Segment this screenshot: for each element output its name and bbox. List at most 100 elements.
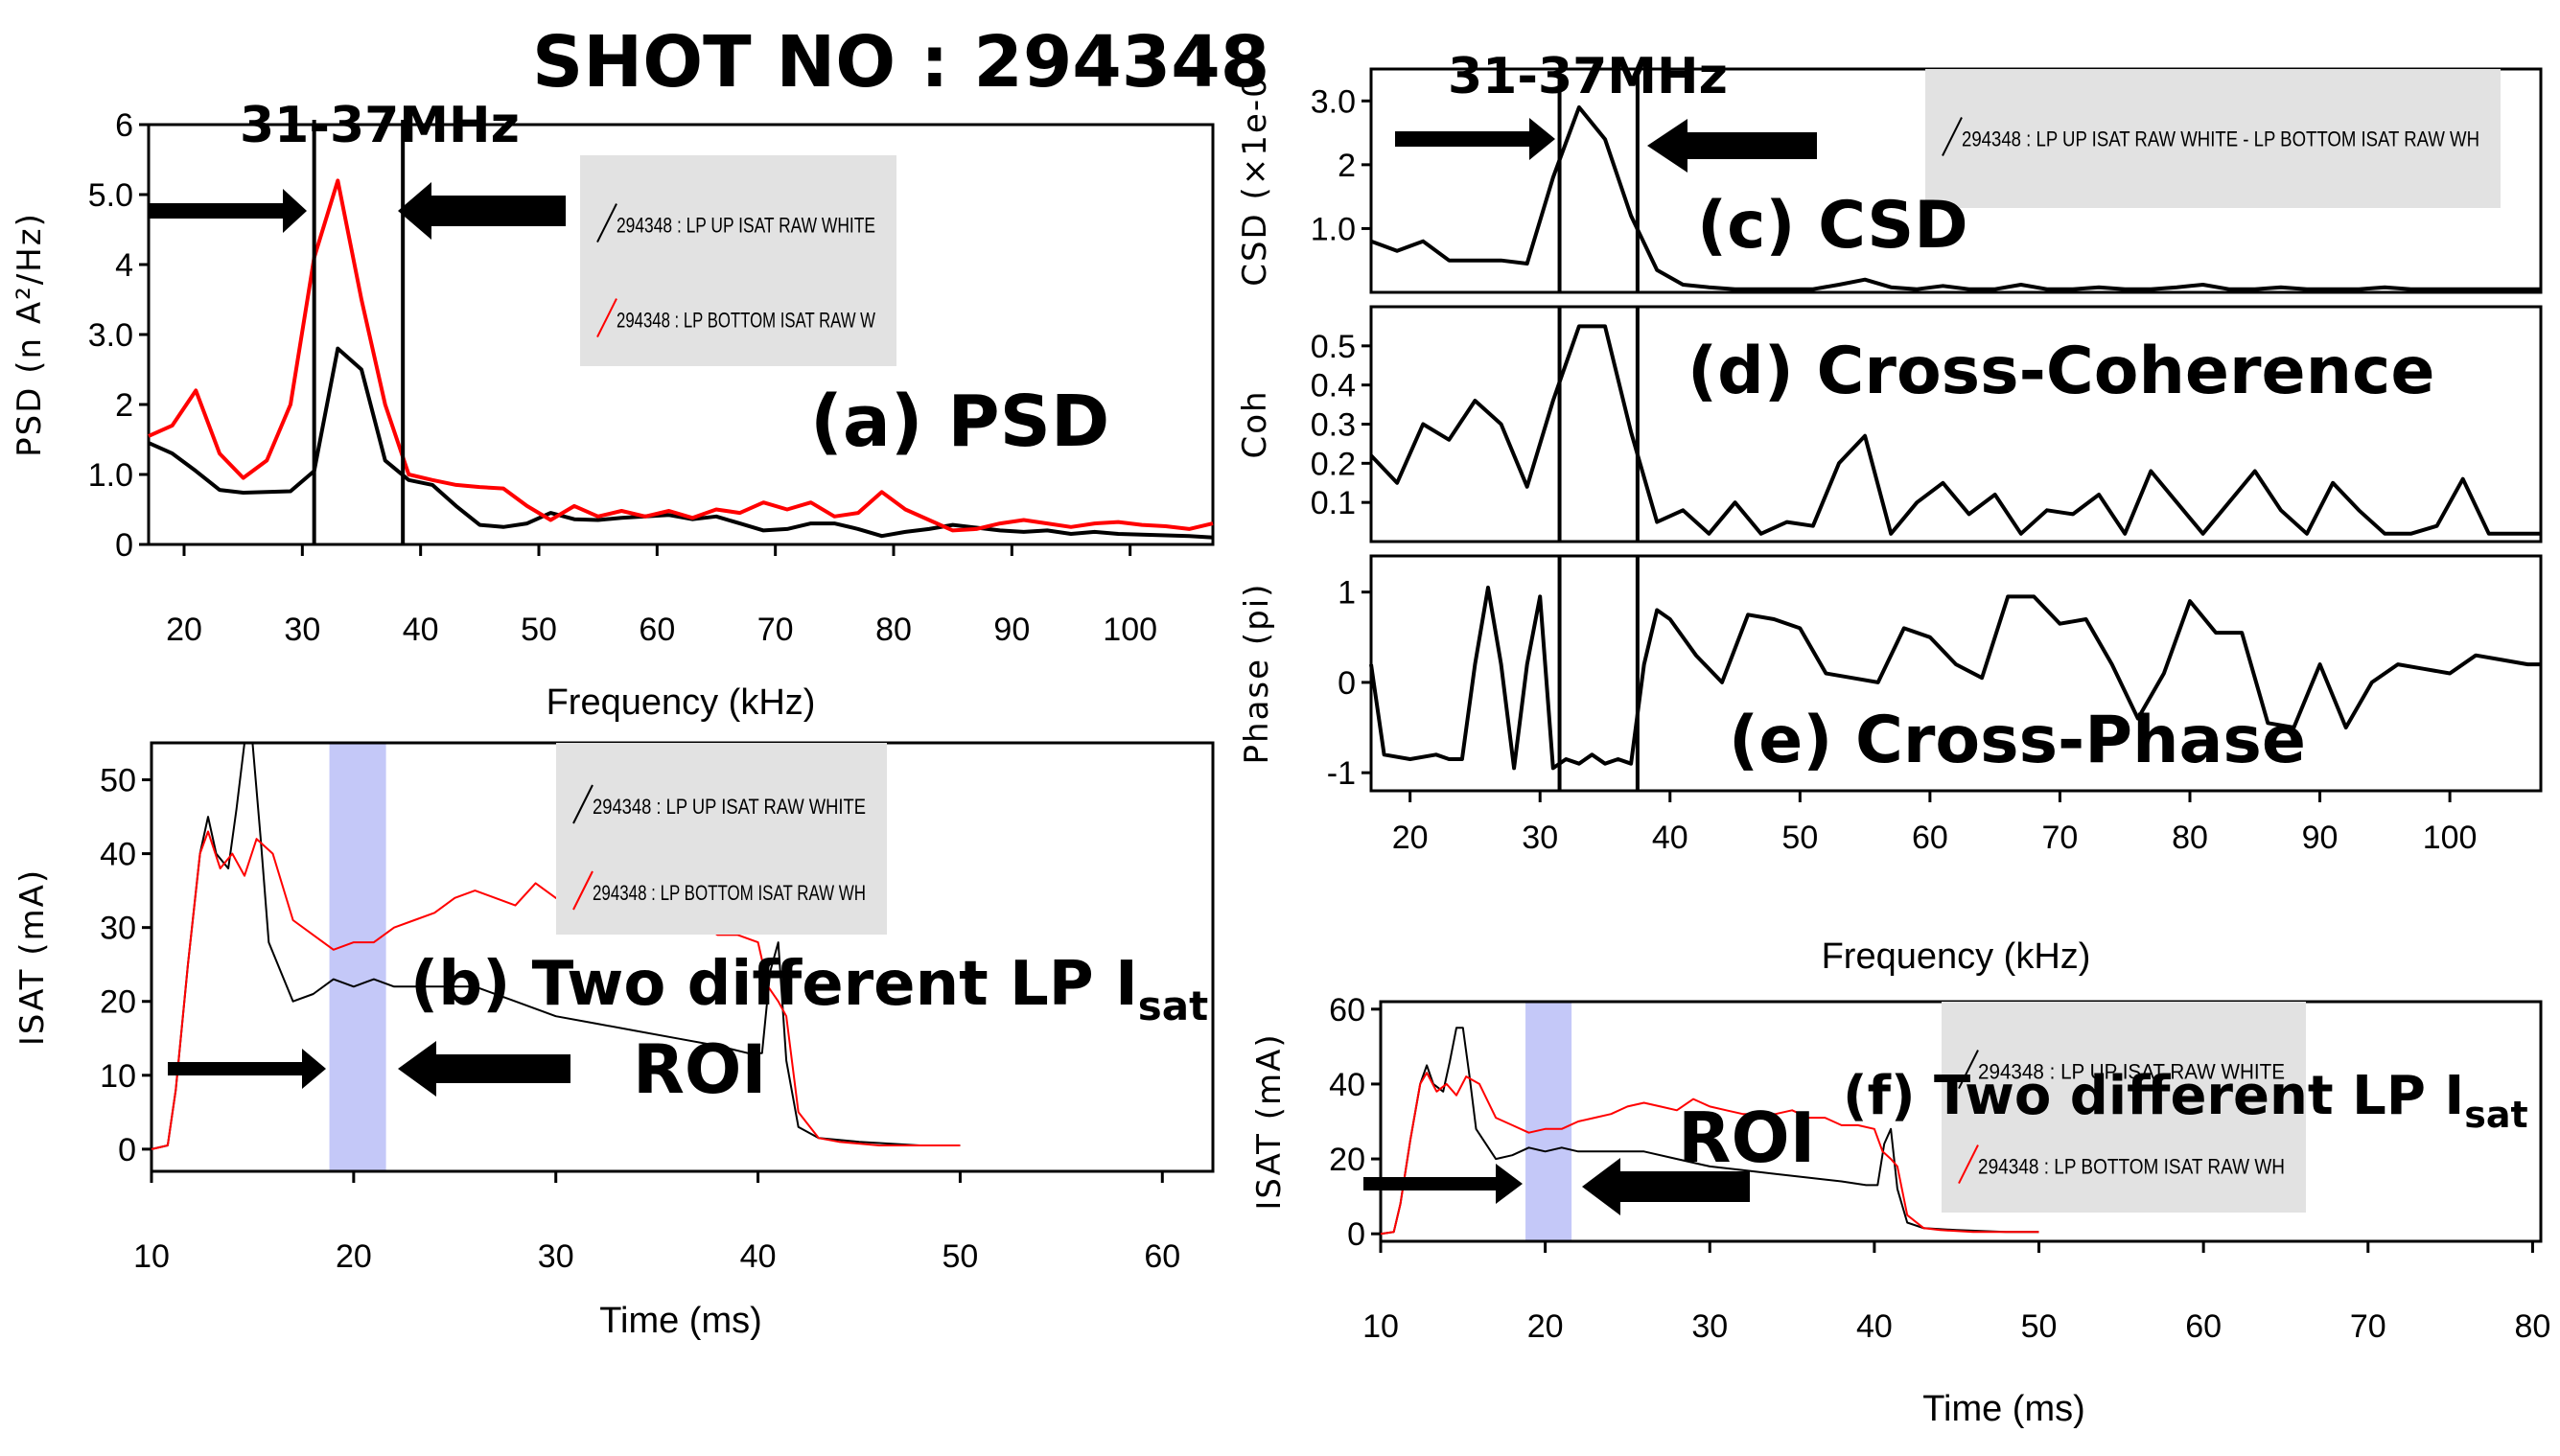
isat_left-legend-swatch xyxy=(572,784,593,824)
coherence-ytick-label: 0.5 xyxy=(1311,329,1356,365)
csd-ytick-label: 3.0 xyxy=(1311,83,1356,120)
band-label-psd: 31-37MHz xyxy=(240,97,520,154)
isat_left-xtick-label: 30 xyxy=(538,1238,574,1275)
arrow-csd-right xyxy=(1647,119,1817,173)
psd-xtick-label: 80 xyxy=(875,612,912,648)
psd-ytick-label: 1.0 xyxy=(88,457,133,494)
arrow-isat-left-left xyxy=(168,1049,326,1089)
panel-label-f: (f) Two different LP Isat xyxy=(1843,1065,2528,1136)
phase-xtick-label: 90 xyxy=(2302,820,2339,856)
arrow-isat-left-right xyxy=(398,1041,570,1097)
arrow-isat-right-left xyxy=(1363,1164,1523,1204)
isat_right-ytick-label: 60 xyxy=(1329,992,1365,1028)
csd-ytick-label: 2 xyxy=(1338,148,1356,184)
phase-xtick-label: 80 xyxy=(2172,820,2208,856)
coherence-ytick-label: 0.4 xyxy=(1311,368,1356,404)
isat_right-xtick-label: 70 xyxy=(2350,1308,2386,1345)
psd-xtick-label: 100 xyxy=(1103,612,1157,648)
coherence-ytick-label: 0.3 xyxy=(1311,407,1356,444)
isat_left-xtick-label: 10 xyxy=(133,1238,170,1275)
phase-xaxis-label: Frequency (kHz) xyxy=(1822,936,2091,977)
psd-legend-box xyxy=(580,155,896,366)
psd-ytick-label: 2 xyxy=(115,387,133,424)
psd-xaxis-label: Frequency (kHz) xyxy=(547,682,816,723)
panel-label-c: (c) CSD xyxy=(1697,188,1968,264)
isat_right-ytick-label: 0 xyxy=(1347,1216,1365,1253)
psd-xtick-label: 60 xyxy=(639,612,675,648)
csd-series-black-line xyxy=(1370,104,2541,291)
psd-ytick-label: 0 xyxy=(115,527,133,564)
psd-legend-entry: 294348 : LP BOTTOM ISAT RAW W xyxy=(617,309,875,333)
isat_left-ytick-label: 10 xyxy=(100,1058,136,1095)
coherence-yaxis-label: Coh xyxy=(1236,389,1274,458)
isat_left-legend-swatch xyxy=(572,870,593,911)
panel-label-b-sub: sat xyxy=(1138,982,1208,1029)
psd-ytick-label: 6 xyxy=(115,107,133,144)
phase-series-black-line xyxy=(1369,586,2541,771)
panel-label-b: (b) Two different LP Isat xyxy=(410,949,1208,1029)
arrow-isat-right-right xyxy=(1582,1158,1750,1215)
csd-legend-entry: 294348 : LP UP ISAT RAW WHITE - LP BOTTO… xyxy=(1962,127,2479,151)
psd-legend-swatch xyxy=(596,203,617,243)
csd-legend-box xyxy=(1925,69,2501,208)
isat_right-series-red-line xyxy=(1380,1072,2039,1236)
isat_left-ytick-label: 20 xyxy=(100,984,136,1021)
isat_right-xtick-label: 60 xyxy=(2185,1308,2222,1345)
phase-xtick-label: 40 xyxy=(1652,820,1688,856)
arrow-psd-right xyxy=(398,182,566,240)
isat_left-xtick-label: 50 xyxy=(943,1238,979,1275)
isat_right-xtick-label: 20 xyxy=(1527,1308,1564,1345)
phase-xtick-label: 30 xyxy=(1522,820,1558,856)
band-label-csd: 31-37MHz xyxy=(1448,48,1728,105)
isat_right-roi-band xyxy=(1525,1002,1572,1241)
isat_left-ytick-label: 40 xyxy=(100,837,136,873)
isat_left-xtick-label: 60 xyxy=(1144,1238,1180,1275)
isat_right-yaxis-label: ISAT (mA) xyxy=(1250,1032,1289,1210)
isat_left-ytick-label: 30 xyxy=(100,911,136,947)
psd-xtick-label: 30 xyxy=(284,612,320,648)
csd-legend-swatch xyxy=(1942,117,1963,156)
isat_left-legend-entry: 294348 : LP BOTTOM ISAT RAW WH xyxy=(593,881,866,905)
psd-xtick-label: 70 xyxy=(757,612,794,648)
arrow-csd-left xyxy=(1395,118,1555,160)
coherence-ytick-label: 0.1 xyxy=(1311,485,1356,521)
phase-xtick-label: 20 xyxy=(1392,820,1429,856)
isat_left-ytick-label: 0 xyxy=(118,1132,136,1168)
isat_left-legend-box xyxy=(556,743,887,935)
psd-xtick-label: 90 xyxy=(993,612,1030,648)
isat_right-ytick-label: 40 xyxy=(1329,1067,1365,1103)
isat_left-series-red-line xyxy=(151,830,961,1150)
isat_right-series-black-line xyxy=(1380,1027,2039,1236)
psd-legend-swatch xyxy=(596,298,617,338)
isat_right-legend-entry: 294348 : LP BOTTOM ISAT RAW WH xyxy=(1978,1155,2285,1179)
isat_left-series-black-line xyxy=(151,742,961,1150)
panel-label-d: (d) Cross-Coherence xyxy=(1687,334,2434,409)
arrow-psd-left xyxy=(149,189,307,233)
isat_right-xtick-label: 80 xyxy=(2515,1308,2551,1345)
psd-legend-entry: 294348 : LP UP ISAT RAW WHITE xyxy=(617,214,875,238)
phase-xtick-label: 100 xyxy=(2423,820,2478,856)
isat_left-roi-band xyxy=(329,743,386,1171)
coherence-series-black-line xyxy=(1369,324,2541,536)
isat_right-xaxis-label: Time (ms) xyxy=(1922,1389,2085,1429)
isat_right-xtick-label: 10 xyxy=(1362,1308,1399,1345)
isat_right-ytick-label: 20 xyxy=(1329,1142,1365,1178)
psd-series-red-line xyxy=(148,178,1214,533)
phase-xtick-label: 60 xyxy=(1912,820,1948,856)
isat_left-yaxis-label: ISAT (mA) xyxy=(13,868,52,1046)
psd-yaxis-label: PSD (n A²/Hz) xyxy=(11,212,49,457)
isat_left-xtick-label: 40 xyxy=(740,1238,777,1275)
isat_right-legend-swatch xyxy=(1958,1050,1979,1090)
phase-ytick-label: 1 xyxy=(1338,575,1356,612)
phase-xtick-label: 50 xyxy=(1781,820,1818,856)
panel-label-f-main: (f) Two different LP I xyxy=(1843,1065,2464,1127)
panel-label-b-main: (b) Two different LP I xyxy=(410,949,1138,1020)
isat_right-xtick-label: 50 xyxy=(2021,1308,2058,1345)
phase-ytick-label: -1 xyxy=(1327,755,1356,792)
roi-label-right: ROI xyxy=(1678,1098,1815,1178)
coherence-ytick-label: 0.2 xyxy=(1311,446,1356,482)
roi-label-left: ROI xyxy=(633,1030,766,1109)
phase-ytick-label: 0 xyxy=(1338,665,1356,702)
